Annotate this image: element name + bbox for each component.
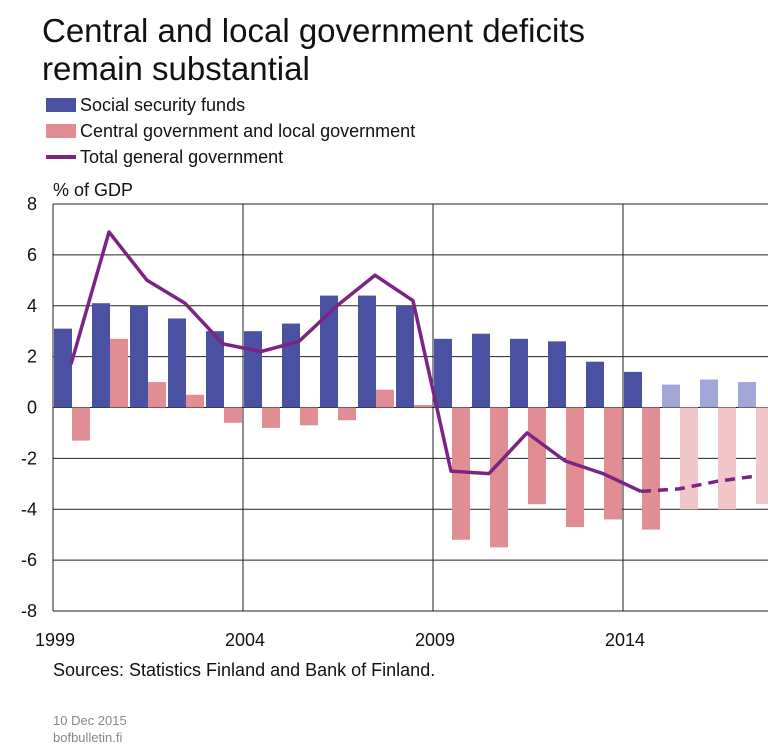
bar-central-local: [452, 407, 470, 540]
bar-central-local: [300, 407, 318, 426]
x-tick-label: 2014: [605, 630, 645, 650]
legend-swatch-social-security: [46, 98, 76, 112]
bar-central-local: [528, 407, 546, 505]
y-tick-label: -8: [21, 601, 37, 621]
line-total-forecast: [640, 474, 756, 494]
y-tick-label: 2: [27, 347, 37, 367]
bar-social-security: [92, 303, 110, 408]
legend-item-total: Total general government: [46, 144, 415, 170]
bar-social-security: [586, 361, 604, 408]
legend-item-social-security: Social security funds: [46, 92, 415, 118]
y-tick-label: -2: [21, 448, 37, 468]
bar-social-security: [738, 382, 756, 408]
bar-central-local: [338, 407, 356, 421]
bar-social-security: [244, 331, 262, 408]
chart-title-line1: Central and local government deficits: [42, 12, 585, 49]
source-note: Sources: Statistics Finland and Bank of …: [53, 660, 436, 680]
x-tick-label: 1999: [35, 630, 75, 650]
bar-central-local: [262, 407, 280, 428]
bar-central-local: [680, 407, 698, 510]
publication-date: 10 Dec 2015: [53, 713, 127, 728]
legend: Social security funds Central government…: [46, 92, 415, 170]
site-name: bofbulletin.fi: [53, 730, 123, 745]
legend-swatch-central-local: [46, 124, 76, 138]
bar-central-local: [148, 382, 166, 408]
bar-social-security: [396, 305, 414, 408]
bar-central-local: [186, 394, 204, 408]
bar-social-security: [700, 379, 718, 408]
legend-label-central-local: Central government and local government: [80, 120, 416, 141]
bar-central-local: [566, 407, 584, 528]
bar-social-security: [130, 305, 148, 408]
legend-swatch-total: [46, 155, 76, 159]
bar-central-local: [224, 407, 242, 423]
bar-central-local: [604, 407, 622, 520]
line-total-actual: [69, 230, 642, 493]
bar-social-security: [548, 341, 566, 408]
bar-central-local: [642, 407, 660, 530]
y-tick-label: 0: [27, 398, 37, 418]
legend-item-central-local: Central government and local government: [46, 118, 415, 144]
chart-title-line2: remain substantial: [42, 50, 310, 87]
y-tick-label: 8: [27, 194, 37, 214]
bar-central-local: [756, 407, 768, 505]
bar-central-local: [110, 338, 128, 408]
x-tick-label: 2009: [415, 630, 455, 650]
bar-central-local: [376, 389, 394, 408]
bar-social-security: [662, 384, 680, 408]
bar-central-local: [490, 407, 508, 548]
bar-social-security: [624, 371, 642, 408]
bar-social-security: [54, 328, 72, 408]
chart-title: Central and local government deficits re…: [42, 12, 742, 88]
bar-social-security: [472, 333, 490, 408]
x-tick-label: 2004: [225, 630, 265, 650]
bar-social-security: [358, 295, 376, 408]
y-tick-label: -6: [21, 550, 37, 570]
bar-central-local: [414, 404, 432, 408]
bar-social-security: [168, 318, 186, 408]
legend-label-total: Total general government: [80, 146, 284, 167]
bar-social-security: [282, 323, 300, 408]
y-tick-label: 6: [27, 245, 37, 265]
legend-label-social-security: Social security funds: [80, 94, 246, 115]
y-axis-label: % of GDP: [53, 180, 134, 200]
bar-central-local: [718, 407, 736, 510]
bar-social-security: [434, 338, 452, 408]
bar-social-security: [510, 338, 528, 408]
bar-social-security: [320, 295, 338, 408]
bar-central-local: [72, 407, 90, 441]
y-tick-label: -4: [21, 499, 37, 519]
y-tick-label: 4: [27, 296, 37, 316]
bar-social-security: [206, 331, 224, 408]
